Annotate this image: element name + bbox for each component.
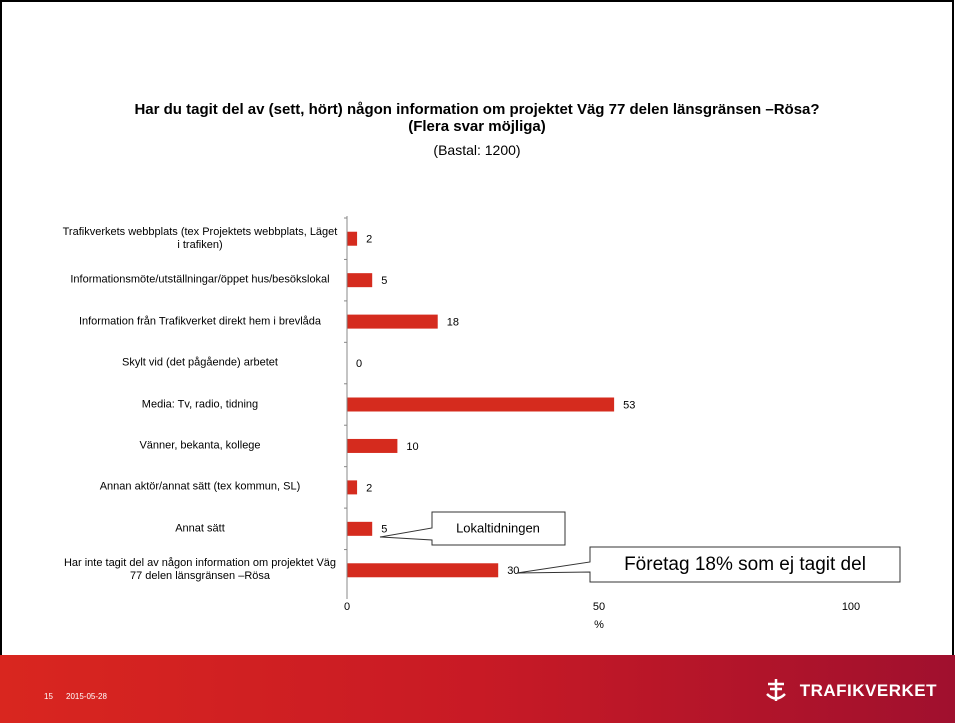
page-number: 15 — [44, 692, 53, 701]
chart: 30 5 2 10 53 0 18 5 2% 100 50 0 Lokaltidningen Före… — [344, 216, 901, 631]
annotation: Företag 18% som ej tagit del — [624, 554, 866, 575]
category-label: Vänner, bekanta, kollege — [139, 439, 261, 452]
bar — [347, 563, 499, 578]
footer: 15 2015-05-28 TRAFIKVERKET — [0, 655, 955, 723]
bar — [347, 273, 373, 288]
logo: TRAFIKVERKET — [799, 681, 937, 700]
bar — [347, 521, 373, 536]
bar — [347, 480, 358, 495]
value-label: 5 — [381, 524, 387, 536]
x-tick-label: 50 — [593, 601, 605, 613]
category-label: Annat sätt — [175, 522, 225, 535]
x-axis-label: % — [594, 619, 604, 631]
value-label: 5 — [381, 275, 387, 287]
category-label: Informationsmöte/utställningar/öppet hus… — [70, 273, 330, 286]
category-label: Har inte tagit del av någon information … — [63, 557, 337, 583]
callout-box — [379, 511, 566, 546]
x-tick-label: 100 — [842, 601, 860, 613]
chart-subtitle: (Bastal: 1200) — [433, 142, 521, 158]
callout-box — [516, 546, 901, 583]
category-label: Information från Trafikverket direkt hem… — [78, 315, 322, 328]
bar — [347, 314, 438, 329]
value-label: 18 — [447, 317, 459, 329]
value-label: 2 — [366, 234, 372, 246]
category-label: Trafikverkets webbplats (tex Projektets … — [62, 225, 338, 251]
bar — [347, 397, 615, 412]
bar — [347, 438, 398, 453]
value-label: 30 — [507, 565, 519, 577]
logo-icon — [766, 679, 786, 701]
date: 2015-05-28 — [66, 692, 107, 701]
chart-title: Har du tagit del av (sett, hört) någon i… — [134, 101, 820, 135]
value-label: 2 — [366, 482, 372, 494]
value-label: 10 — [406, 441, 418, 453]
x-tick-label: 0 — [344, 601, 350, 613]
annotation: Lokaltidningen — [456, 520, 540, 535]
value-label: 53 — [623, 399, 635, 411]
category-label: Annan aktör/annat sätt (tex kommun, SL) — [99, 480, 301, 493]
category-label: Media: Tv, radio, tidning — [141, 398, 259, 410]
value-label: 0 — [356, 358, 362, 370]
category-label: Skylt vid (det pågående) arbetet — [122, 356, 278, 369]
bar — [347, 231, 358, 246]
